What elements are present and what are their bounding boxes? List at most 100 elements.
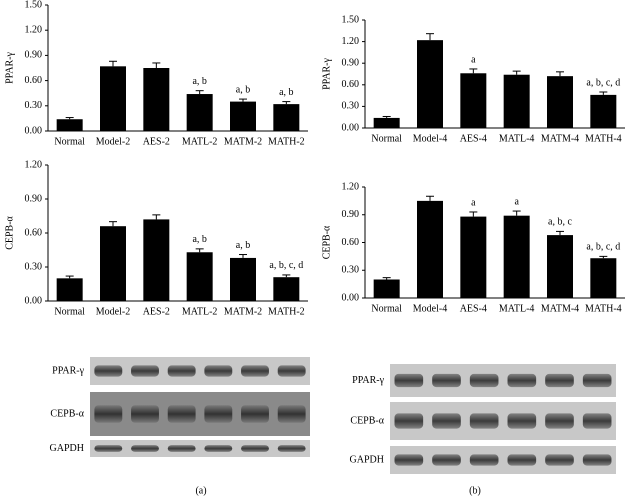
bar	[460, 216, 487, 298]
y-tick-label: 1.20	[25, 24, 43, 35]
bar	[56, 119, 83, 131]
x-tick-label: MATM-4	[541, 133, 579, 144]
bar	[503, 215, 530, 298]
blot-band	[204, 445, 233, 452]
error-bar	[469, 211, 478, 217]
blot-band	[469, 373, 499, 388]
error-bar	[195, 248, 204, 253]
blot-band	[545, 373, 574, 388]
significance-label: a	[471, 197, 476, 208]
significance-label: a, b	[236, 84, 250, 95]
error-bar	[195, 90, 204, 95]
error-bar	[152, 214, 161, 220]
y-tick-label: 0.90	[25, 50, 43, 61]
significance-label: a	[471, 54, 476, 65]
blot-band	[469, 413, 499, 429]
error-bar	[65, 275, 74, 279]
x-tick-label: AES-2	[143, 136, 170, 147]
error-bar	[556, 71, 564, 77]
significance-label: a, b	[192, 234, 206, 245]
y-tick-label: 0.60	[342, 237, 360, 248]
y-tick-label: 0.60	[25, 75, 43, 86]
bar	[590, 94, 617, 128]
blot-strip	[390, 402, 616, 440]
significance-label: a	[514, 196, 519, 207]
bar	[143, 68, 170, 131]
x-tick-label: AES-4	[460, 133, 487, 144]
error-bar	[512, 210, 521, 216]
y-tick-label: 0.60	[342, 79, 360, 90]
blot-band	[545, 454, 574, 466]
blot-band	[241, 365, 269, 377]
bar	[56, 278, 83, 301]
blot-band	[277, 365, 306, 377]
significance-label: a, b, c, d	[269, 260, 303, 271]
x-tick-label: Normal	[54, 136, 85, 147]
x-tick-label: MATM-4	[541, 303, 579, 314]
blot-band	[131, 365, 159, 377]
blot-band	[131, 405, 159, 423]
y-tick-label: 1.20	[342, 36, 360, 47]
x-tick-label: MATH-4	[585, 133, 622, 144]
blot-band	[167, 365, 196, 377]
error-bar	[65, 117, 74, 120]
x-tick-label: AES-2	[143, 306, 170, 317]
x-tick-label: Model-2	[96, 306, 130, 317]
blot-band	[432, 454, 461, 466]
blot-band	[131, 445, 159, 452]
blot-band	[394, 373, 424, 388]
blot-row-label: PPAR-γ	[352, 375, 384, 386]
bar	[373, 117, 400, 128]
blot-row-label: GAPDH	[350, 454, 384, 465]
blot-strip	[90, 440, 310, 457]
western-blots: PPAR-γ CEPB-α GAPDH PPAR-γ CEPB-α GAPDH	[50, 357, 616, 474]
error-bar	[282, 274, 291, 278]
y-tick-label: 0.00	[25, 295, 43, 306]
x-tick-label: MATL-4	[499, 303, 535, 314]
significance-label: a, b	[192, 76, 206, 87]
blot-band	[167, 405, 196, 423]
blot-strip	[390, 446, 616, 474]
blot-row-label: CEPB-α	[350, 415, 384, 426]
x-tick-label: AES-4	[460, 303, 487, 314]
x-tick-label: Model-2	[96, 136, 130, 147]
bar	[417, 40, 443, 128]
bar	[273, 277, 300, 301]
y-tick-label: 0.90	[342, 57, 360, 68]
significance-label: a, b, c	[548, 217, 572, 228]
y-tick-label: 1.20	[342, 181, 360, 192]
bar	[230, 257, 256, 301]
bar	[186, 252, 213, 301]
y-axis-label: PPAR-γ	[321, 58, 332, 90]
x-tick-label: MATL-2	[182, 306, 218, 317]
blot-band	[545, 413, 574, 429]
y-axis-label: CEPB-α	[4, 215, 15, 249]
blot-band	[582, 454, 612, 466]
blot-band	[241, 405, 269, 423]
blot-band	[204, 405, 233, 423]
significance-label: a, b, c, d	[586, 77, 620, 88]
caption: (a)	[195, 485, 206, 496]
caption: (b)	[469, 485, 481, 496]
y-tick-label: 0.30	[25, 100, 43, 111]
error-bar	[512, 70, 521, 75]
y-axis-label: PPAR-γ	[4, 52, 15, 84]
error-bar	[426, 33, 434, 41]
error-bar	[239, 254, 247, 258]
error-bar	[109, 221, 117, 227]
error-bar	[599, 255, 608, 259]
blot-band	[582, 373, 612, 388]
blot-band	[432, 373, 461, 388]
error-bar	[469, 68, 478, 74]
bar	[547, 76, 573, 128]
blot-band	[394, 454, 424, 466]
y-tick-label: 0.00	[25, 125, 43, 136]
blot-strip	[90, 392, 310, 436]
y-tick-label: 0.30	[25, 261, 43, 272]
x-tick-label: Normal	[371, 133, 402, 144]
blot-band	[94, 445, 123, 452]
blot-strip	[90, 357, 310, 385]
error-bar	[556, 230, 564, 236]
y-tick-label: 0.00	[342, 292, 360, 303]
